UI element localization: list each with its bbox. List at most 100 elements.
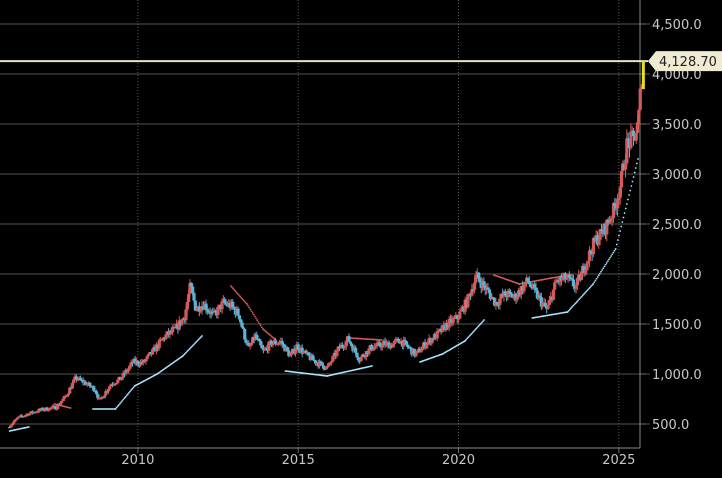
candle-body [618,187,622,199]
sar-dot-up [573,303,576,306]
candle-body [591,238,596,255]
sar-dot-up [632,176,635,178]
sar-dot-up [190,345,193,348]
candle-body [146,353,151,356]
candle-body [356,357,360,361]
candle-body [317,361,322,367]
sar-dot-up [130,389,133,391]
sar-dot-down [267,333,270,335]
candle-body [269,340,274,346]
candle-body [191,286,195,294]
candle-body [171,328,175,333]
sar-dot-up [600,270,602,273]
y-tick-label: 3,000.0 [652,168,702,183]
candle-body [105,391,109,393]
candle-body [637,109,641,123]
candle-body [507,290,511,293]
sar-dot-up [468,335,471,337]
sar-dot-down [239,295,241,298]
sar-dot-up [591,284,593,287]
sar-dot-up [184,352,186,355]
candle-body [263,348,267,351]
candle-body [220,301,224,310]
candle-body [436,330,441,332]
candle-body [307,352,311,356]
sar-dot-down [229,285,232,287]
candle-body [84,381,88,385]
sar-dot-up [582,293,585,296]
candle-body [72,379,76,383]
candle-body [510,293,514,298]
sar-dot-up [634,167,637,169]
candle-body [141,360,145,364]
sar-dot-up [624,207,627,210]
sar-dot-up [581,294,584,297]
candle-body [629,131,633,149]
candle-body [539,297,543,307]
sar-dot-up [201,335,203,337]
candle-body [224,302,228,305]
candle-body [486,287,490,290]
sar-dot-up [132,386,135,389]
sar-dot-down [236,292,239,295]
x-tick-label: 2020 [442,453,475,468]
sar-dot-up [603,265,606,268]
candle-body [184,309,188,321]
candle-body [535,290,539,299]
sar-dot-up [198,337,201,340]
candle-body [223,299,227,303]
sar-dot-down [260,326,263,329]
sar-dot-up [584,292,586,294]
candle-body [547,300,551,305]
candle-body [85,384,89,386]
candle-body [106,388,111,392]
candle-body [344,340,348,347]
sar-dot-up [481,321,483,324]
candle-body [362,354,366,357]
candle-body [605,219,609,235]
candle-body [350,343,354,347]
candle-body [48,407,52,411]
candle-body [28,413,32,416]
candle-body [579,271,584,281]
candle-body [45,407,49,411]
sar-dot-up [602,267,605,270]
candle-body [561,277,565,281]
sar-dot-up [188,348,191,350]
sar-dot-up [631,180,634,183]
sar-dot-up [621,221,624,223]
candle-body [380,343,384,348]
candle-body [506,290,510,298]
candle-body [456,318,461,320]
candle-body [12,421,16,424]
sar-dot-down [247,304,249,307]
sar-dot-up [597,274,600,277]
sar-dot-down [263,329,265,331]
candle-body [476,272,481,279]
candle-body [523,283,527,285]
candle-body [574,285,578,289]
sar-dot-up [120,401,122,404]
candle-body [204,303,208,310]
sar-dot-down [251,312,254,314]
candle-body [522,284,526,292]
sar-dot-up [616,239,619,241]
candle-body [426,341,430,345]
sar-dot-up [627,198,629,201]
candle-body [474,274,478,283]
candle-body [430,338,434,344]
sar-dot-down [257,320,260,323]
candle-body [347,336,351,342]
candle-body [619,171,624,188]
candle-body [102,395,107,398]
candle-body [150,349,155,355]
candle-body [598,229,602,240]
candle-body [241,327,246,329]
candle-body [375,342,379,347]
sar-dot-up [471,331,474,334]
candle-body [157,340,161,349]
candle-body [319,361,323,363]
candle-body [329,361,334,363]
